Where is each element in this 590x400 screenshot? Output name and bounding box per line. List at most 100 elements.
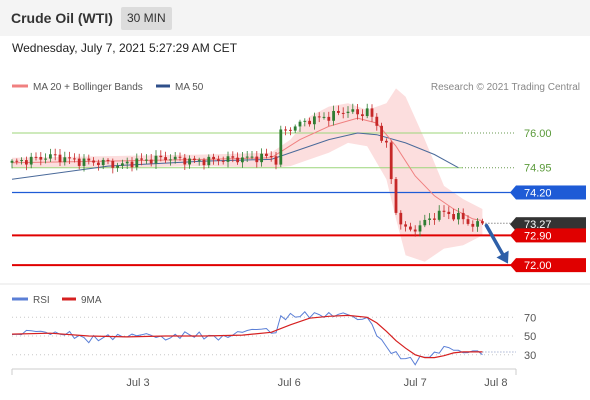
candle-body	[341, 112, 345, 114]
candle-body	[212, 156, 215, 160]
level-badge-72.00	[516, 258, 586, 273]
candle-body	[322, 116, 326, 118]
candle-body	[39, 156, 43, 160]
candle-body	[265, 153, 268, 156]
candle-body	[346, 111, 350, 114]
candle-body	[279, 129, 283, 165]
candle-body	[399, 212, 403, 225]
candle-body	[481, 221, 484, 224]
candle-body	[97, 162, 100, 166]
candle-body	[149, 159, 153, 164]
candle-body	[116, 165, 119, 168]
ma20-legend-label: MA 20 + Bollinger Bands	[33, 82, 143, 93]
candle-body	[111, 160, 115, 168]
candle-body	[197, 159, 201, 161]
candle-body	[10, 160, 14, 163]
candle-body	[221, 160, 225, 162]
candle-body	[327, 116, 331, 121]
candle-body	[437, 210, 441, 220]
candle-body	[245, 156, 249, 158]
candle-body	[169, 159, 172, 161]
candle-body	[250, 156, 254, 158]
candle-body	[351, 109, 355, 112]
candle-body	[226, 156, 230, 162]
candle-body	[73, 158, 76, 160]
candle-body	[68, 157, 71, 159]
rsi-legend-label: RSI	[33, 295, 50, 306]
bollinger-bands	[12, 88, 483, 262]
candle-body	[101, 159, 105, 166]
rsi-tick-30: 30	[524, 350, 536, 362]
candle-body	[202, 159, 206, 166]
candle-body	[269, 155, 273, 157]
candle-body	[154, 155, 158, 164]
candle-body	[58, 154, 62, 163]
candle-body	[303, 120, 307, 122]
candle-body	[241, 157, 244, 163]
rsi-tick-70: 70	[524, 312, 536, 324]
level-badge-pointer	[510, 228, 516, 243]
candle-body	[183, 157, 187, 165]
research-credit: Research © 2021 Trading Central	[431, 82, 580, 93]
candle-body	[77, 158, 81, 166]
level-badge-pointer	[510, 258, 516, 273]
candle-body	[125, 161, 129, 164]
candle-body	[447, 211, 451, 215]
candle-body	[466, 219, 470, 224]
candle-body	[34, 156, 38, 158]
candle-body	[389, 142, 393, 180]
candle-body	[385, 140, 388, 143]
candlesticks	[10, 103, 484, 237]
candle-body	[15, 160, 19, 162]
timeframe-button[interactable]: 30 MIN	[121, 7, 172, 30]
candle-body	[49, 154, 52, 159]
candle-body	[289, 129, 292, 131]
forecast-arrow	[484, 223, 509, 264]
candle-body	[356, 109, 359, 115]
candle-body	[87, 158, 91, 161]
candle-body	[418, 225, 422, 232]
candle-body	[404, 224, 407, 227]
rsi-panel: 70 50 30	[11, 311, 536, 366]
candle-body	[145, 159, 148, 161]
candle-body	[274, 156, 278, 165]
level-badge-74.20	[516, 185, 586, 200]
candle-body	[140, 158, 143, 160]
candle-body	[135, 158, 139, 168]
candle-body	[413, 229, 417, 232]
candle-body	[106, 159, 110, 161]
level-label-72.00: 72.00	[524, 260, 552, 272]
level-label-74.95: 74.95	[524, 163, 552, 175]
candle-body	[375, 116, 379, 126]
level-badge-73.27	[516, 217, 586, 232]
key-levels	[12, 132, 516, 267]
candle-body	[337, 110, 340, 113]
candle-body	[452, 214, 455, 220]
candle-body	[231, 156, 235, 158]
level-label-74.20: 74.20	[524, 187, 552, 199]
candle-body	[409, 226, 412, 230]
ma9-legend-label: 9MA	[81, 295, 102, 306]
rsi-line	[11, 311, 483, 366]
bollinger-band-area	[12, 88, 483, 262]
candle-body	[63, 157, 67, 163]
candle-body	[130, 161, 134, 168]
candle-body	[25, 160, 28, 165]
candle-body	[365, 108, 369, 117]
candle-body	[173, 156, 177, 160]
candle-body	[308, 120, 311, 125]
chart-header: Crude Oil (WTI) 30 MIN	[0, 0, 590, 36]
candle-body	[293, 126, 297, 131]
level-label-76.00: 76.00	[524, 128, 552, 140]
x-tick-label: Jul 7	[404, 377, 427, 389]
candle-body	[236, 157, 239, 163]
arrow-head	[496, 250, 509, 264]
candle-body	[457, 212, 460, 220]
candle-body	[394, 179, 398, 213]
x-tick-label: Jul 6	[278, 377, 301, 389]
candle-body	[461, 212, 465, 220]
candle-body	[260, 153, 263, 163]
candle-body	[255, 156, 259, 163]
